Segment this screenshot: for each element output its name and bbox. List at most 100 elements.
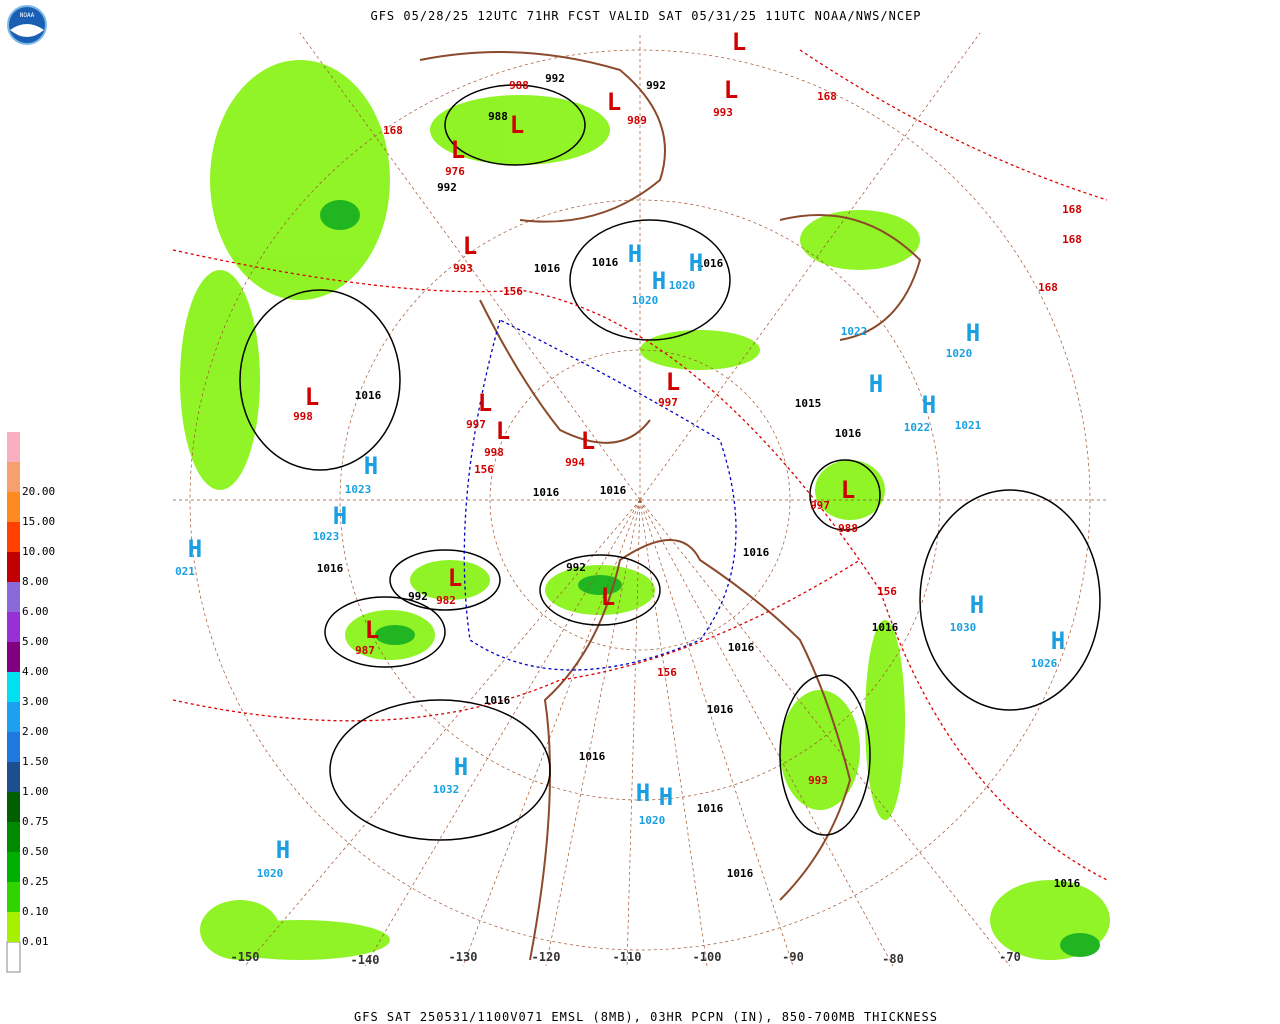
thickness-label: 168	[1062, 233, 1082, 246]
header-title: GFS 05/28/25 12UTC 71HR FCST VALID SAT 0…	[370, 9, 921, 23]
isobar-label: 1015	[795, 397, 822, 410]
thickness-label: 156	[503, 285, 523, 298]
legend-swatch	[7, 552, 20, 582]
legend-label: 0.01	[22, 935, 49, 948]
low-symbol: L	[305, 383, 319, 411]
low-symbol: L	[666, 368, 680, 396]
legend-swatch	[7, 672, 20, 702]
logo: NOAA	[7, 5, 47, 45]
low-symbol: L	[724, 76, 738, 104]
legend-label: 8.00	[22, 575, 49, 588]
high-pressure-label: 1020	[257, 867, 284, 880]
low-symbol: L	[732, 28, 746, 56]
thickness-label: 997	[810, 499, 830, 512]
low-symbol: L	[601, 583, 615, 611]
isobar-label: 1016	[727, 867, 754, 880]
thickness-label: 988	[838, 522, 858, 535]
longitude-label: -80	[882, 952, 904, 966]
legend-swatch	[7, 762, 20, 792]
high-pressure-label: 1020	[632, 294, 659, 307]
isobar-label: 1016	[484, 694, 511, 707]
high-symbol: H	[869, 370, 883, 398]
high-pressure-label: 021	[175, 565, 195, 578]
legend-label: 0.25	[22, 875, 49, 888]
low-symbol: L	[365, 616, 379, 644]
thickness-label: 168	[817, 90, 837, 103]
low-symbol: L	[478, 389, 492, 417]
thickness-label: 168	[1062, 203, 1082, 216]
longitude-label: -120	[532, 950, 561, 964]
legend-label: 20.00	[22, 485, 55, 498]
high-pressure-label: 1020	[946, 347, 973, 360]
thickness-label: 994	[565, 456, 585, 469]
legend-swatch	[7, 582, 20, 612]
legend-label: 1.50	[22, 755, 49, 768]
legend-swatch	[7, 432, 20, 462]
low-symbol: L	[581, 427, 595, 455]
legend-swatch	[7, 492, 20, 522]
high-pressure-label: 1030	[950, 621, 977, 634]
isobar-label: 1016	[600, 484, 627, 497]
high-symbol: H	[966, 319, 980, 347]
isobar-label: 1016	[534, 262, 561, 275]
high-symbol: H	[659, 783, 673, 811]
high-symbol: H	[628, 240, 642, 268]
longitude-label: -130	[449, 950, 478, 964]
high-symbol: H	[276, 836, 290, 864]
thickness-label: 997	[466, 418, 486, 431]
legend-label: 5.00	[22, 635, 49, 648]
isobar-label: 992	[566, 561, 586, 574]
thickness-label: 993	[713, 106, 733, 119]
thickness-label: 156	[877, 585, 897, 598]
isobar-label: 1016	[1054, 877, 1081, 890]
high-pressure-label: 1020	[639, 814, 666, 827]
low-symbol: L	[607, 88, 621, 116]
high-symbol: H	[636, 779, 650, 807]
high-symbol: H	[689, 249, 703, 277]
thickness-label: 168	[1038, 281, 1058, 294]
legend-swatch	[7, 912, 20, 942]
isobar-label: 1016	[533, 486, 560, 499]
logo-text: NOAA	[20, 12, 35, 19]
thickness-lines	[172, 49, 1108, 881]
legend-label: 0.50	[22, 845, 49, 858]
high-pressure-label: 1021	[955, 419, 982, 432]
legend-swatch	[7, 822, 20, 852]
legend-swatch	[6, 941, 21, 973]
isobar-label: 1016	[728, 641, 755, 654]
thickness-label: 988	[509, 79, 529, 92]
isobar-label: 1016	[579, 750, 606, 763]
thickness-label: 998	[293, 410, 313, 423]
thickness-label: 156	[657, 666, 677, 679]
low-symbol: L	[496, 417, 510, 445]
high-symbol: H	[970, 591, 984, 619]
legend-swatch	[7, 642, 20, 672]
low-symbol: L	[841, 476, 855, 504]
legend-label: 6.00	[22, 605, 49, 618]
high-symbol: H	[454, 753, 468, 781]
isobar-label: 988	[488, 110, 508, 123]
longitude-label: -100	[693, 950, 722, 964]
legend-label: 0.10	[22, 905, 49, 918]
legend-label: 10.00	[22, 545, 55, 558]
isobar-label: 1016	[872, 621, 899, 634]
legend: 0.01 0.10 0.25 0.50 0.75 1.00 1.50 2.00 3.00 4.00…	[6, 432, 55, 973]
longitude-label: -140	[351, 953, 380, 967]
high-pressure-label: 1022	[904, 421, 931, 434]
longitude-label: -70	[999, 950, 1021, 964]
thickness-label: 993	[453, 262, 473, 275]
map-labels: -150 -140 -130 -120 -110 -100 -90 -80 -70 992 992 9…	[175, 28, 1082, 967]
logo-wave	[10, 24, 44, 37]
legend-label: 1.00	[22, 785, 49, 798]
high-symbol: H	[652, 267, 666, 295]
legend-swatch	[7, 852, 20, 882]
thickness-label: 982	[436, 594, 456, 607]
longitude-label: -110	[613, 950, 642, 964]
legend-swatch	[7, 702, 20, 732]
dark-precip	[320, 200, 1100, 957]
high-pressure-label: 1032	[433, 783, 460, 796]
legend-label: 0.75	[22, 815, 49, 828]
thickness-label: 998	[484, 446, 504, 459]
low-symbol: L	[448, 564, 462, 592]
